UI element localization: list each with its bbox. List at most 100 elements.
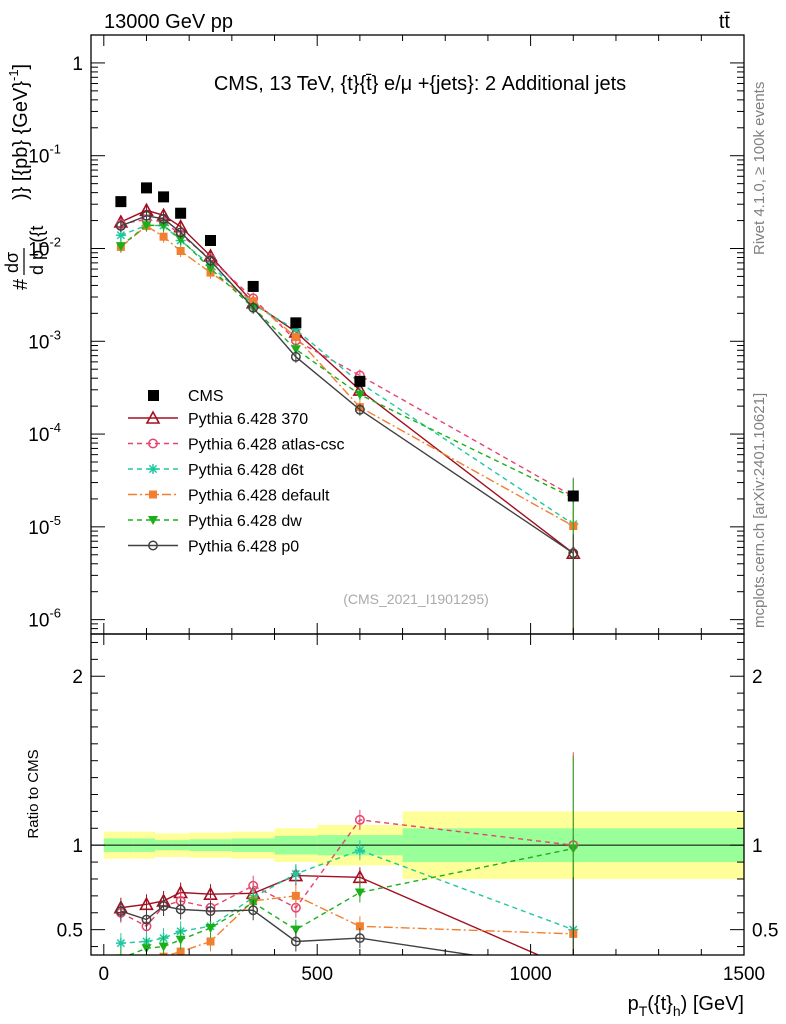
legend-entry-pythia-6-428-atlas-csc: Pythia 6.428 atlas-csc	[128, 437, 345, 454]
legend-entry-cms: CMS	[148, 388, 224, 405]
legend-marker-pythia-6-428-370	[145, 410, 161, 424]
chart-title: CMS, 13 TeV, {t}{t̄} e/μ +{jets}: 2 Addi…	[214, 73, 626, 95]
ratio-point-pythia-6-428-dw	[141, 944, 152, 954]
ratio-point-pythia-6-428-default	[176, 947, 185, 955]
legend-entry-pythia-6-428-p0: Pythia 6.428 p0	[128, 539, 299, 556]
series-point-pythia-6-428-dw	[141, 221, 152, 231]
ratio-point-pythia-6-428-dw	[115, 954, 126, 955]
y-tick-label-main: 10-2	[28, 234, 61, 260]
x-axis-label: pT({t}h) [GeV]	[628, 993, 744, 1019]
y-tick-label-main: 10-3	[28, 327, 61, 353]
legend-entry-pythia-6-428-370: Pythia 6.428 370	[128, 410, 308, 428]
x-tick-label: 1500	[723, 964, 765, 985]
series-line-pythia-6-428-dw	[120, 224, 574, 499]
ratio-point-pythia-6-428-default	[142, 956, 150, 964]
legend-label-pythia-6-428-atlas-csc: Pythia 6.428 atlas-csc	[188, 437, 345, 454]
series-point-pythia-6-428-p0	[354, 404, 365, 415]
ratio-point-pythia-6-428-default	[291, 891, 300, 900]
ratio-point-pythia-6-428-p0	[354, 933, 365, 944]
cms-data-point	[175, 207, 187, 219]
y-tick-label-ratio-right: 0.5	[752, 921, 778, 942]
ratio-point-pythia-6-428-dw	[354, 888, 365, 898]
cms-data-point	[205, 234, 217, 246]
ratio-point-pythia-6-428-default	[355, 922, 364, 931]
ratio-point-pythia-6-428-d6t	[354, 845, 365, 856]
ratio-point-pythia-6-428-atlas-csc	[354, 814, 365, 825]
cms-data-point	[290, 317, 302, 329]
ratio-point-pythia-6-428-p0	[205, 906, 216, 917]
ratio-point-pythia-6-428-dw	[175, 935, 186, 945]
svg-text:)} [{pb} {GeV}-1]: )} [{pb} {GeV}-1]	[6, 64, 32, 200]
series-point-pythia-6-428-default	[291, 333, 300, 342]
watermark: (CMS_2021_I1901295)	[343, 591, 489, 607]
ratio-point-pythia-6-428-d6t	[115, 938, 126, 949]
legend-label-pythia-6-428-default: Pythia 6.428 default	[188, 488, 330, 505]
series-point-pythia-6-428-p0	[175, 227, 186, 238]
x-tick-label: 1000	[509, 964, 551, 985]
ratio-plot-frame	[90, 633, 745, 956]
series-point-pythia-6-428-p0	[248, 302, 259, 313]
ratio-point-pythia-6-428-370	[567, 964, 579, 975]
ratio-point-pythia-6-428-p0	[569, 966, 577, 974]
legend-marker-pythia-6-428-atlas-csc	[148, 438, 158, 449]
svg-text:CMS: CMS	[188, 388, 224, 405]
series-point-pythia-6-428-p0	[290, 351, 301, 362]
cms-data-point	[158, 191, 170, 203]
svg-text:#: #	[10, 278, 32, 290]
ratio-line-pythia-6-428-370	[120, 874, 541, 955]
series-line-pythia-6-428-default	[120, 225, 574, 527]
y-tick-label-ratio-right: 1	[752, 836, 763, 857]
ratio-point-pythia-6-428-p0	[141, 914, 152, 925]
legend-label-pythia-6-428-dw: Pythia 6.428 dw	[188, 513, 302, 530]
y-tick-label-ratio: 1	[72, 836, 83, 857]
series-line-pythia-6-428-d6t	[120, 224, 574, 525]
y-axis-label-main: # dσ d pT({t )} [{pb} {GeV}-1]	[2, 64, 51, 290]
cms-data-point	[567, 490, 579, 502]
svg-text:dσ: dσ	[2, 252, 22, 273]
ratio-point-pythia-6-428-370	[352, 869, 368, 884]
side-label-rivet: Rivet 4.1.0, ≥ 100k events	[751, 82, 768, 255]
series-point-pythia-6-428-dw	[158, 221, 169, 231]
y-tick-label-ratio: 2	[72, 667, 83, 688]
y-tick-label-main: 1	[72, 54, 83, 75]
x-tick-label: 500	[301, 964, 333, 985]
series-point-pythia-6-428-dw	[115, 242, 126, 252]
main-plot-data	[113, 182, 581, 634]
legend: CMS Pythia 6.428 370 Pythia 6.428 atlas-c…	[128, 388, 345, 556]
svg-text:d pT({t: d pT({t	[27, 226, 51, 275]
ratio-line-pythia-6-428-p0	[120, 905, 477, 955]
legend-label-pythia-6-428-d6t: Pythia 6.428 d6t	[188, 462, 304, 479]
x-tick-label: 0	[99, 964, 110, 985]
y-tick-label-ratio: 0.5	[57, 921, 83, 942]
legend-label-pythia-6-428-370: Pythia 6.428 370	[188, 411, 308, 428]
ratio-point-pythia-6-428-370	[139, 896, 154, 911]
series-point-pythia-6-428-dw	[354, 390, 365, 400]
ratio-point-pythia-6-428-d6t	[290, 868, 301, 879]
header-left: 13000 GeV pp	[104, 11, 233, 33]
ratio-point-pythia-6-428-p0	[175, 904, 186, 915]
ratio-point-pythia-6-428-p0	[158, 901, 169, 911]
legend-marker-pythia-6-428-default	[149, 490, 157, 499]
series-point-pythia-6-428-default	[159, 232, 168, 241]
legend-entry-pythia-6-428-default: Pythia 6.428 default	[128, 488, 330, 505]
series-point-pythia-6-428-dw	[290, 345, 301, 355]
series-point-pythia-6-428-p0	[141, 210, 152, 221]
y-tick-label-main: 10-6	[28, 606, 61, 632]
cms-data-point	[115, 196, 127, 208]
series-point-pythia-6-428-dw	[175, 235, 186, 245]
series-point-pythia-6-428-p0	[115, 220, 126, 231]
series-point-pythia-6-428-p0	[158, 213, 169, 224]
series-point-pythia-6-428-d6t	[290, 324, 301, 335]
legend-label-pythia-6-428-p0: Pythia 6.428 p0	[188, 539, 299, 556]
ratio-plot-data	[113, 752, 579, 975]
ratio-point-pythia-6-428-p0	[248, 905, 259, 916]
legend-marker-pythia-6-428-d6t	[148, 464, 158, 474]
y-tick-label-main: 10-5	[28, 513, 61, 539]
legend-marker-pythia-6-428-dw	[148, 516, 158, 525]
y-tick-label-main: 10-4	[28, 420, 61, 446]
ratio-point-pythia-6-428-default	[206, 937, 215, 946]
series-point-pythia-6-428-default	[249, 297, 258, 306]
cms-data-point	[247, 280, 259, 292]
axes: 0 500 1000 1500 10-6 10-5 10-4 10-3 10-2 10-1 1 0.5…	[28, 34, 778, 985]
header-right: tt̄	[719, 11, 731, 33]
